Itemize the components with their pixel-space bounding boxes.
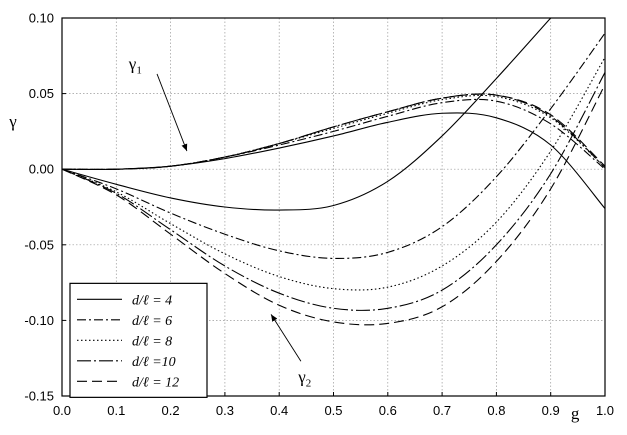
- series-line-5-gamma1: [62, 93, 605, 170]
- annotation-label: γ1: [128, 54, 142, 76]
- legend-label: d/ℓ = 6: [132, 314, 172, 329]
- annotation-subscript: 2: [306, 377, 312, 389]
- series-line-4-gamma2: [62, 72, 605, 311]
- series-line-1-gamma2: [62, 18, 552, 211]
- legend-label: d/ℓ = 8: [132, 334, 172, 349]
- legend-box: [69, 282, 208, 398]
- plot-frame: [61, 17, 606, 397]
- x-tick-label: 0.9: [542, 403, 560, 418]
- series-line-5-gamma2: [62, 84, 605, 326]
- series-line-3-gamma2: [62, 57, 605, 291]
- legend-label: d/ℓ = 4: [132, 293, 172, 308]
- annotation-label: γ2: [297, 367, 311, 389]
- x-tick-label: 0.4: [270, 403, 288, 418]
- x-tick-labels: 0.0 0.1 0.2 0.3 0.4 0.5 0.6 0.7 0.8 0.9 1.0: [53, 403, 614, 418]
- annotation-subscript: 1: [136, 64, 142, 76]
- y-tick-label: -0.05: [24, 237, 54, 252]
- x-tick-label: 0.2: [162, 403, 180, 418]
- annotation-arrow: [270, 314, 302, 362]
- x-tick-label: 0.3: [216, 403, 234, 418]
- y-tick-labels: -0.15 -0.10 -0.05 0.00 0.05 0.10: [24, 11, 54, 404]
- x-tick-label: 0.7: [433, 403, 451, 418]
- y-tick-label: 0.10: [29, 11, 54, 26]
- x-tick-label: 0.0: [53, 403, 71, 418]
- y-tick-label: -0.10: [24, 313, 54, 328]
- annotation-symbol: γ: [128, 54, 137, 73]
- legend-label: d/ℓ =10: [132, 355, 176, 370]
- y-tick-label: -0.15: [24, 389, 54, 404]
- y-tick-label: 0.00: [29, 162, 54, 177]
- annotation-symbol: γ: [297, 367, 306, 386]
- y-tick-label: 0.05: [29, 86, 54, 101]
- x-tick-label: 0.5: [324, 403, 342, 418]
- series-layer: [62, 18, 605, 326]
- legend: d/ℓ = 4 d/ℓ = 6 d/ℓ = 8 d/ℓ =10 d/ℓ = 12: [69, 282, 208, 398]
- x-axis-label: g: [571, 404, 580, 423]
- x-tick-label: 0.6: [379, 403, 397, 418]
- series-line-3-gamma1: [62, 94, 605, 170]
- x-tick-label: 0.1: [107, 403, 125, 418]
- y-axis-label: γ: [8, 112, 17, 131]
- series-line-2-gamma2: [62, 32, 605, 259]
- x-tick-label: 1.0: [596, 403, 614, 418]
- legend-label: d/ℓ = 12: [132, 375, 179, 390]
- annotation-arrow: [156, 73, 188, 152]
- x-tick-label: 0.8: [487, 403, 505, 418]
